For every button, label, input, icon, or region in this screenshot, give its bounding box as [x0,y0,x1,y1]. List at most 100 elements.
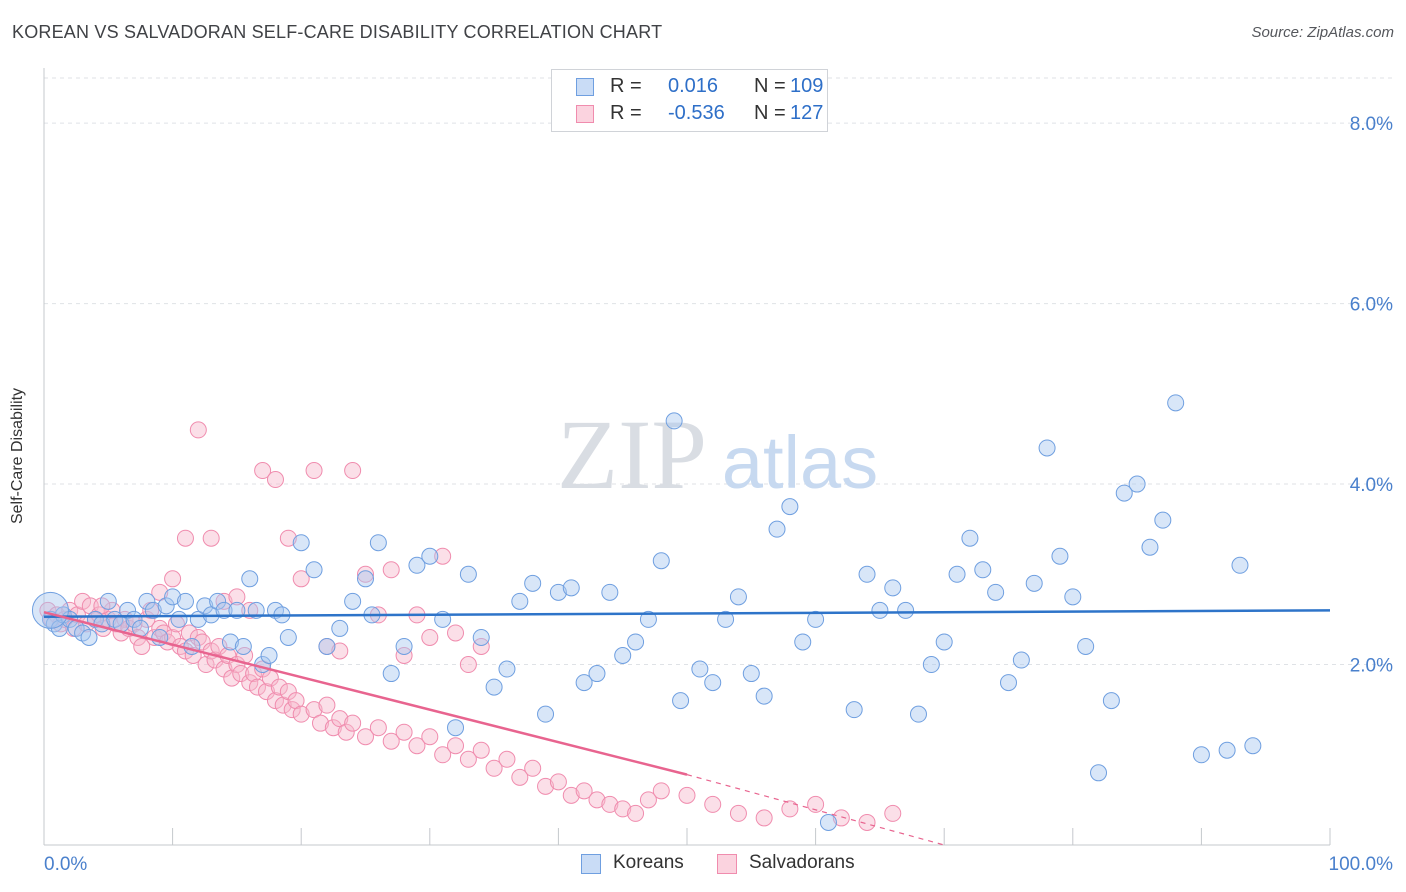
korean-point [807,610,825,628]
x-tick-label: 100.0% [1329,854,1394,875]
salvadoran-point [357,728,374,746]
korean-point [1090,764,1108,782]
salvadoran-point [421,728,439,746]
salvadoran-point [232,665,250,683]
korean-point [909,705,927,723]
korean-point [987,583,1005,601]
salvadoran-point [324,719,342,737]
korean-point [575,674,593,692]
salvadoran-point [678,786,696,804]
salvadoran-point [164,570,182,588]
korean-point [601,583,619,601]
salvadoran-point [447,737,465,755]
r-label: R = [610,102,642,124]
korean-point [447,719,465,737]
salvadoran-point [344,714,362,732]
salvadoran-point [652,782,670,800]
salvadoran-point [459,656,477,674]
korean-point [755,687,773,705]
korean-point [897,601,915,619]
salvadoran-point [485,759,503,777]
salvadoran-point [459,750,477,768]
salvadoran-point [270,678,288,696]
korean-point [1192,746,1210,764]
salvadoran-point [395,723,413,741]
salvadoran-point [524,759,542,777]
korean-point [588,665,606,683]
salvadorans-trend-line [43,610,688,776]
korean-point [99,592,117,610]
korean-point [974,561,992,579]
salvadoran-point [331,642,349,660]
salvadoran-point [292,570,310,588]
korean-point [1077,637,1095,655]
salvadoran-point [215,592,233,610]
korean-point [1218,741,1236,759]
salvadoran-point [266,471,284,489]
salvadoran-point [755,809,773,827]
n-label: N = [754,75,786,97]
salvadoran-point [832,809,850,827]
korean-point [119,601,137,619]
korean-point [164,588,182,606]
korean-point [247,601,265,619]
korean-point [961,529,979,547]
korean-point [80,628,98,646]
r-value: 0.016 [668,75,719,97]
salvadoran-point [562,786,580,804]
korean-point [1128,475,1146,493]
korean-point [549,583,567,601]
r-label: R = [610,75,642,97]
koreans-swatch [581,854,601,874]
salvadoran-point [248,678,266,696]
watermark-zip: ZIP [557,399,707,510]
salvadoran-point [395,647,413,665]
y-tick-label: 8.0% [1350,114,1393,135]
korean-point [1102,692,1120,710]
salvadoran-point [241,601,259,619]
korean-point [665,412,683,430]
salvadoran-point [434,746,452,764]
salvadoran-point [357,565,374,583]
salvadoran-point [189,421,207,439]
korean-point [524,574,542,592]
korean-point [241,570,259,588]
salvadoran-point [884,804,902,822]
korean-point [395,637,413,655]
korean-point [292,534,310,552]
x-tick-label: 0.0% [44,854,87,875]
korean-point [357,570,374,588]
chart-title: KOREAN VS SALVADORAN SELF-CARE DISABILIT… [12,22,663,42]
korean-point [1231,556,1249,574]
korean-point [1064,588,1082,606]
salvadoran-point [180,624,198,642]
salvadoran-point [729,804,747,822]
korean-point [138,592,156,610]
korean-point [1025,574,1043,592]
korean-point [421,547,439,565]
korean-point [704,674,722,692]
koreans-swatch [576,78,594,96]
salvadorans-swatch [717,854,737,874]
source-label: Source: ZipAtlas.com [1251,24,1394,41]
n-value: 109 [790,75,824,97]
korean-point [871,601,889,619]
salvadoran-point [369,719,387,737]
korean-point [935,633,953,651]
korean-point [672,692,690,710]
korean-point [498,660,516,678]
korean-point [234,637,252,655]
salvadoran-point [344,462,362,480]
salvadorans-trend-extension [686,774,945,846]
korean-point [768,520,786,538]
korean-point [144,601,162,619]
salvadoran-point [498,750,516,768]
salvadoran-point [382,732,400,750]
salvadoran-point [305,462,323,480]
salvadoran-point [228,588,246,606]
korean-point [1000,674,1017,692]
korean-point [1141,538,1159,556]
watermark-atlas: atlas [722,421,878,504]
korean-point [344,592,362,610]
